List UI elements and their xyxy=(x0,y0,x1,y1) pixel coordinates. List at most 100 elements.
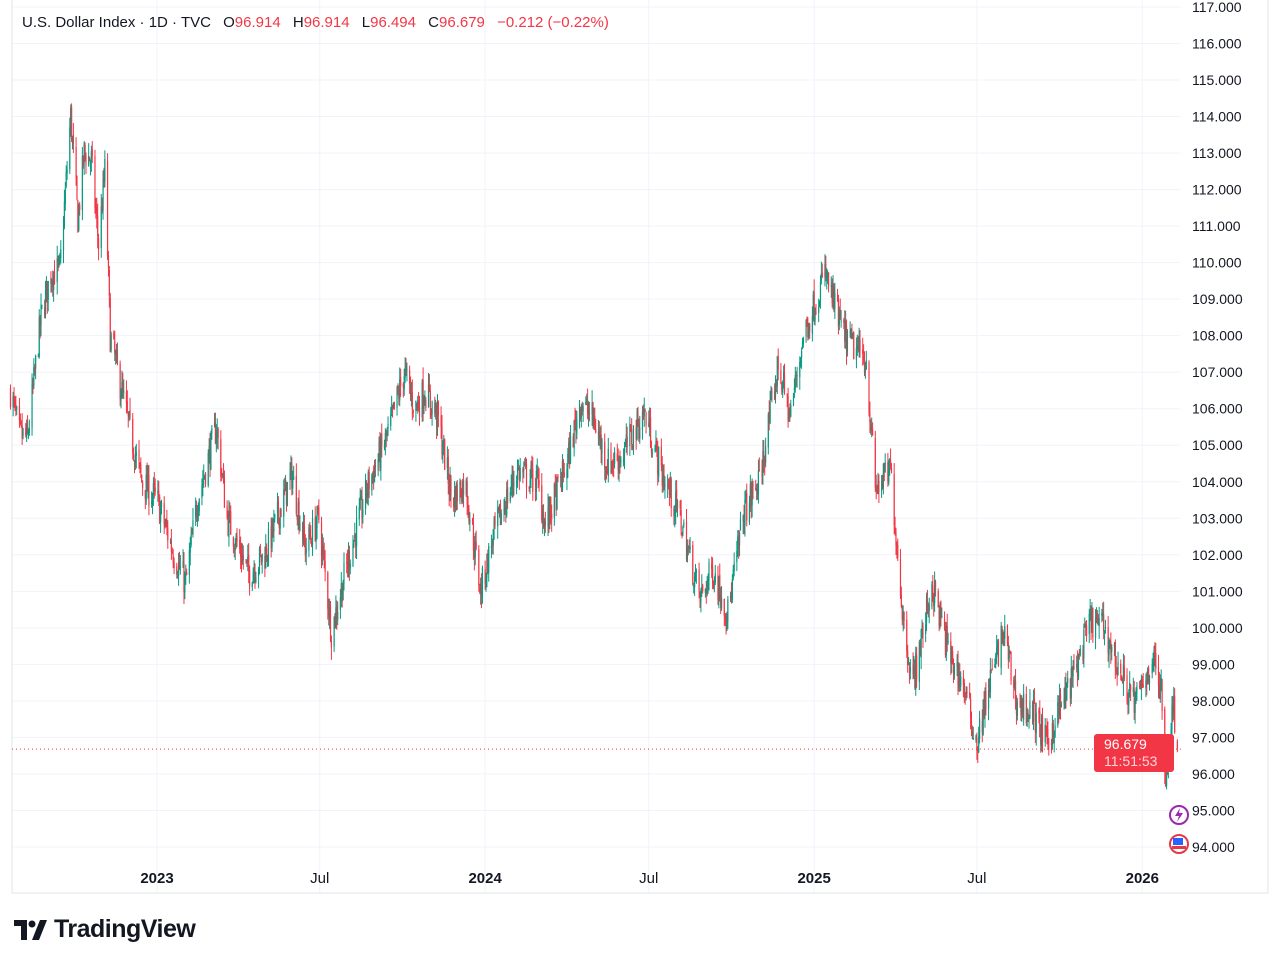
candle xyxy=(380,433,382,481)
candle xyxy=(1048,737,1050,756)
candle xyxy=(889,448,892,470)
candle xyxy=(1172,696,1174,723)
candle xyxy=(159,494,161,525)
candle xyxy=(261,553,263,574)
candle xyxy=(801,337,804,350)
candle xyxy=(807,317,809,341)
candle xyxy=(18,397,21,428)
time-tick-label: 2024 xyxy=(468,870,502,887)
candle xyxy=(525,458,528,499)
candle xyxy=(203,464,205,488)
candle xyxy=(22,427,24,440)
candle xyxy=(591,390,593,426)
candle xyxy=(204,472,207,488)
candle xyxy=(316,505,318,540)
candle xyxy=(427,372,430,408)
candle xyxy=(139,462,141,474)
last-price-tag: 96.679 11:51:53 xyxy=(1094,734,1174,772)
candle xyxy=(713,576,715,593)
candle xyxy=(680,499,682,536)
candle xyxy=(827,269,829,284)
candle xyxy=(1148,674,1151,691)
candle xyxy=(971,725,973,740)
candle xyxy=(91,141,93,163)
candle xyxy=(606,459,608,475)
candle xyxy=(95,197,97,219)
candle xyxy=(641,405,644,440)
candle xyxy=(605,465,608,480)
candle xyxy=(939,601,941,630)
price-axis[interactable]: 94.000 95.000 96.000 97.000 98.000 99.000 100.… xyxy=(1192,0,1243,855)
candle xyxy=(104,150,106,188)
candles xyxy=(9,103,1178,790)
candle xyxy=(214,412,217,445)
candle xyxy=(989,657,991,699)
symbol-title[interactable]: U.S. Dollar Index · 1D · TVC xyxy=(22,14,211,31)
candle xyxy=(428,374,430,393)
candle xyxy=(560,471,563,492)
candle xyxy=(1027,709,1029,723)
candle xyxy=(883,462,885,482)
candle xyxy=(56,245,58,295)
candle xyxy=(742,514,744,535)
candle xyxy=(1146,671,1148,696)
candle xyxy=(922,622,924,648)
candle xyxy=(724,612,726,627)
candle xyxy=(1110,632,1112,664)
candle xyxy=(688,539,690,553)
candle xyxy=(292,470,294,495)
candle xyxy=(178,551,181,571)
candle xyxy=(650,440,653,458)
candle xyxy=(617,448,619,480)
candle xyxy=(146,462,148,492)
time-tick-label: 2025 xyxy=(797,870,830,887)
candle xyxy=(555,473,557,516)
candle xyxy=(1071,666,1073,688)
candle xyxy=(1151,658,1153,679)
candle xyxy=(128,411,130,422)
candle xyxy=(1133,680,1135,721)
candle xyxy=(959,663,961,693)
candle xyxy=(1079,645,1081,657)
candle xyxy=(1111,644,1113,661)
candle xyxy=(76,175,78,201)
candle xyxy=(163,496,165,535)
candle xyxy=(1090,605,1092,640)
candle xyxy=(748,495,751,526)
candle xyxy=(97,203,99,249)
candle xyxy=(342,579,344,601)
candle xyxy=(920,628,922,670)
time-axis[interactable]: 2023 Jul 2024 Jul 2025 Jul 2026 xyxy=(140,870,1159,887)
candle xyxy=(217,427,219,450)
candle xyxy=(135,443,137,469)
candle xyxy=(397,383,399,396)
candle xyxy=(12,391,14,417)
candle xyxy=(796,366,798,388)
candle xyxy=(157,480,159,502)
tradingview-logo[interactable]: TradingView xyxy=(14,915,196,944)
candle xyxy=(902,605,904,632)
candle xyxy=(632,425,635,455)
candle xyxy=(1058,683,1061,720)
candle xyxy=(1047,721,1049,751)
candle xyxy=(1159,674,1161,703)
event-icon[interactable] xyxy=(1169,805,1189,825)
candle xyxy=(377,453,379,477)
candle xyxy=(1129,671,1131,698)
candle xyxy=(913,656,915,679)
candle xyxy=(1132,677,1134,697)
economic-event-flag-icon[interactable] xyxy=(1169,834,1189,854)
candle xyxy=(830,276,832,298)
price-tick-label: 105.000 xyxy=(1192,437,1243,453)
candle xyxy=(655,430,657,452)
candle xyxy=(44,280,47,319)
candle xyxy=(532,456,534,501)
candle xyxy=(1157,654,1160,699)
candle xyxy=(921,619,923,639)
candle xyxy=(595,418,597,434)
candle xyxy=(441,414,443,460)
candle xyxy=(669,471,671,499)
candle xyxy=(933,593,935,617)
candle xyxy=(1109,639,1111,650)
